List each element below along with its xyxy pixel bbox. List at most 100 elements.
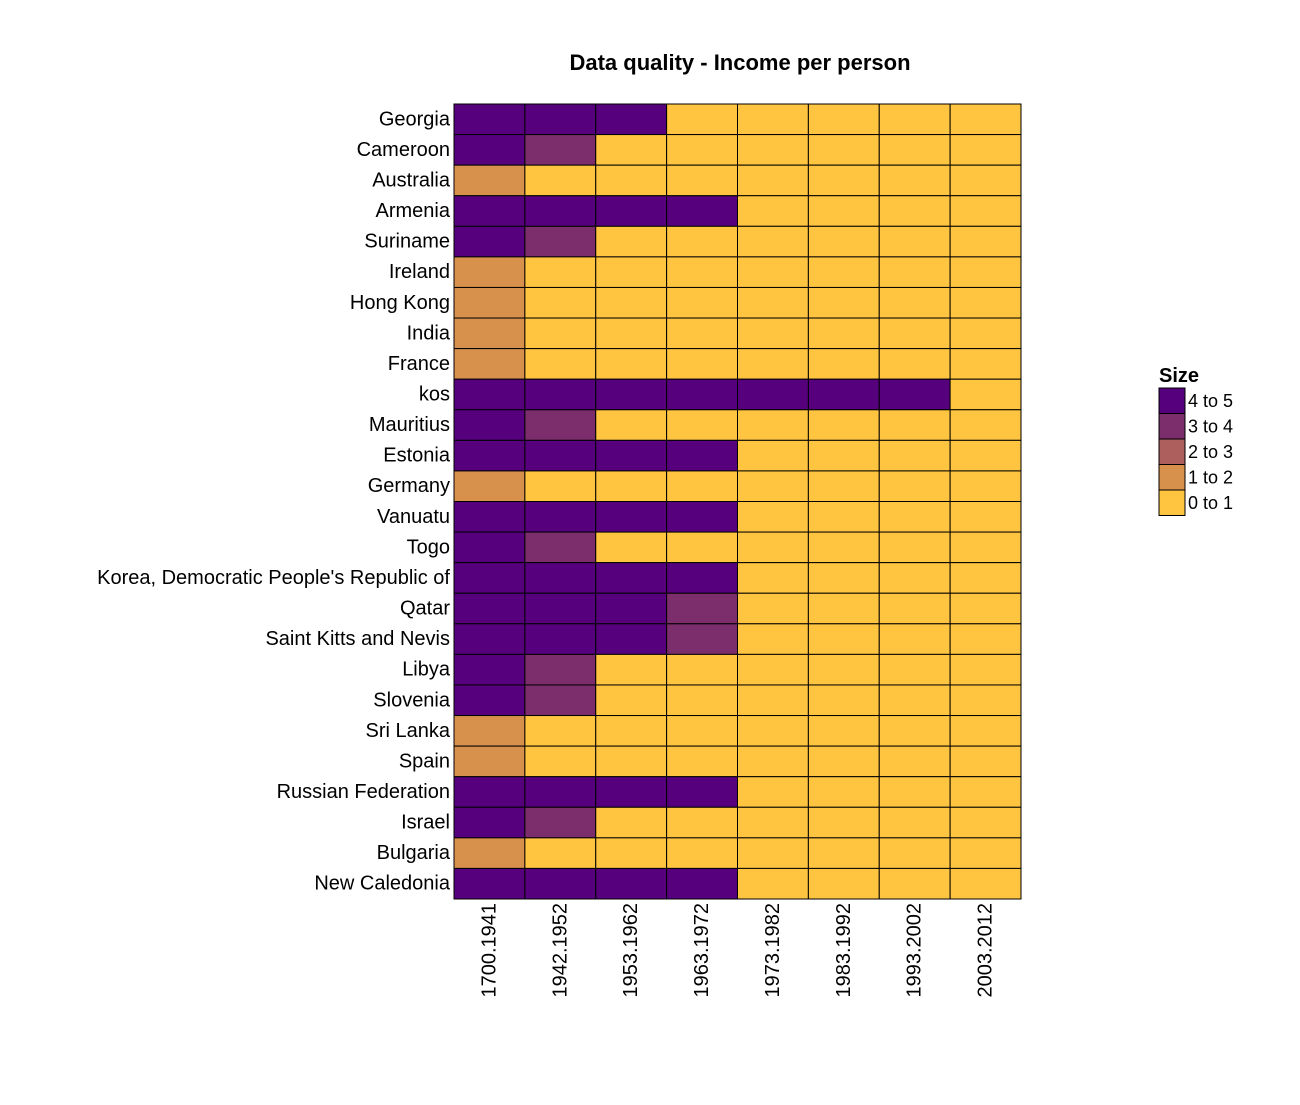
heatmap-cell	[878, 684, 951, 717]
heatmap-cell	[453, 256, 526, 288]
heatmap-cell	[737, 592, 809, 625]
heatmap-cell	[595, 776, 668, 808]
heatmap-cell	[595, 439, 668, 472]
heatmap-cell	[737, 439, 809, 472]
row-label: Sri Lanka	[366, 720, 451, 742]
heatmap-cell	[878, 653, 951, 686]
heatmap-cell	[524, 867, 597, 900]
heatmap-cell	[595, 317, 668, 350]
heatmap-cell	[453, 439, 526, 472]
heatmap-cell	[807, 195, 880, 227]
legend-label: 4 to 5	[1188, 391, 1233, 411]
heatmap-cell	[878, 256, 951, 288]
heatmap-cell	[524, 164, 597, 197]
heatmap-cell	[807, 103, 880, 136]
heatmap-cell	[737, 562, 809, 594]
heatmap-cell	[878, 715, 951, 747]
heatmap-cell	[737, 256, 809, 288]
heatmap-cell	[666, 837, 738, 869]
heatmap-cell	[524, 256, 597, 288]
legend-label: 1 to 2	[1188, 467, 1233, 487]
heatmap-cell	[453, 317, 526, 350]
heatmap-cell	[595, 562, 668, 594]
heatmap-cell	[524, 653, 597, 686]
heatmap-cell	[949, 501, 1022, 533]
heatmap-cell	[453, 653, 526, 686]
row-label: Togo	[407, 536, 450, 558]
heatmap-cell	[949, 531, 1022, 564]
heatmap-cell	[595, 134, 668, 166]
heatmap-cell	[807, 653, 880, 686]
heatmap-cell	[737, 195, 809, 227]
heatmap-cell	[807, 256, 880, 288]
row-label: Vanuatu	[377, 506, 450, 528]
heatmap-cell	[949, 684, 1022, 717]
heatmap-cell	[807, 439, 880, 472]
heatmap-cell	[453, 867, 526, 900]
heatmap-cell	[666, 715, 738, 747]
heatmap-cell	[453, 531, 526, 564]
column-label: 1983.1992	[833, 903, 855, 998]
heatmap-cell	[737, 715, 809, 747]
row-label: Saint Kitts and Nevis	[265, 628, 450, 650]
heatmap-cell	[737, 837, 809, 869]
heatmap-cell	[524, 409, 597, 441]
heatmap-cell	[524, 348, 597, 380]
legend: Size 4 to 5 3 to 4 2 to 3 1 to 2 0 to 1	[1158, 365, 1233, 516]
row-label: Russian Federation	[277, 781, 450, 803]
legend-label: 0 to 1	[1188, 493, 1233, 513]
heatmap-cell	[453, 470, 526, 502]
heatmap-cell	[453, 562, 526, 594]
heatmap-cell	[807, 776, 880, 808]
heatmap-cell	[453, 378, 526, 411]
heatmap-cell	[524, 470, 597, 502]
row-label: Israel	[401, 812, 450, 834]
row-label: India	[407, 322, 451, 344]
column-labels: 1700.1941 1942.1952 1953.1962 1963.1972 1973…	[478, 903, 996, 998]
heatmap-cell	[524, 531, 597, 564]
heatmap-cell	[666, 806, 738, 839]
heatmap-cell	[878, 103, 951, 136]
heatmap-cell	[666, 225, 738, 258]
heatmap-cell	[807, 562, 880, 594]
heatmap-cell	[595, 745, 668, 778]
heatmap-cell	[737, 745, 809, 778]
heatmap-cell	[453, 592, 526, 625]
heatmap-cell	[878, 409, 951, 441]
heatmap-cell	[666, 439, 738, 472]
heatmap-cell	[524, 837, 597, 869]
heatmap-cell	[949, 653, 1022, 686]
heatmap-cell	[453, 225, 526, 258]
heatmap-cell	[949, 225, 1022, 258]
heatmap-cell	[524, 562, 597, 594]
heatmap-cell	[595, 378, 668, 411]
heatmap-cell	[453, 837, 526, 869]
heatmap-cell	[453, 286, 526, 319]
row-label: Australia	[372, 169, 451, 191]
heatmap-cell	[524, 623, 597, 655]
heatmap-cell	[666, 592, 738, 625]
heatmap-cell	[666, 195, 738, 227]
heatmap-cell	[595, 806, 668, 839]
heatmap-cell	[595, 501, 668, 533]
heatmap-cell	[666, 317, 738, 350]
row-label: New Caledonia	[314, 873, 451, 895]
heatmap-cell	[666, 378, 738, 411]
heatmap-cell	[949, 378, 1022, 411]
heatmap-cell	[807, 317, 880, 350]
heatmap-cell	[807, 837, 880, 869]
heatmap-cell	[453, 806, 526, 839]
heatmap-cell	[807, 470, 880, 502]
heatmap-cell	[666, 745, 738, 778]
heatmap-cell	[737, 103, 809, 136]
heatmap-cell	[595, 164, 668, 197]
heatmap-cell	[524, 317, 597, 350]
heatmap-cell	[878, 286, 951, 319]
heatmap-cell	[453, 103, 526, 136]
heatmap-cell	[595, 348, 668, 380]
heatmap-cell	[949, 867, 1022, 900]
heatmap-cells	[453, 103, 1022, 900]
heatmap-cell	[878, 470, 951, 502]
heatmap-cell	[949, 470, 1022, 502]
row-label: Hong Kong	[350, 292, 450, 314]
